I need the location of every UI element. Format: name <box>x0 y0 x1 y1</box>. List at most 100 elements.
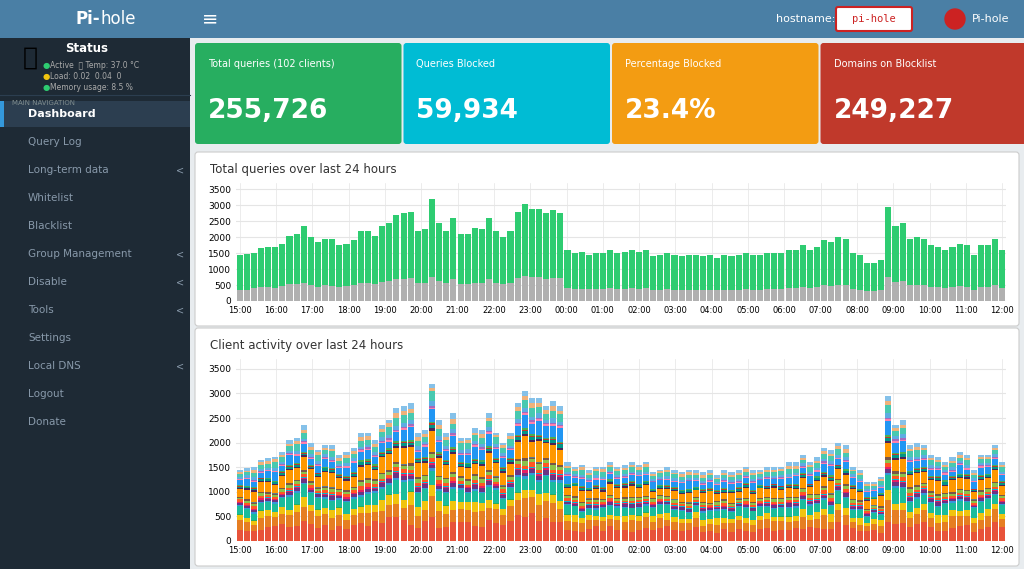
Bar <box>486 487 493 500</box>
Bar <box>928 287 934 301</box>
Bar <box>272 502 279 504</box>
Bar <box>486 485 493 487</box>
Bar <box>571 485 578 486</box>
Bar <box>721 290 727 301</box>
Bar <box>721 509 727 510</box>
Bar <box>771 472 777 476</box>
Bar <box>287 495 293 497</box>
Bar <box>807 496 813 498</box>
Bar <box>686 519 692 523</box>
Bar <box>650 530 656 541</box>
Bar <box>843 489 849 492</box>
Bar <box>992 467 998 468</box>
Text: 59,934: 59,934 <box>417 98 518 124</box>
Bar <box>643 505 649 513</box>
Bar <box>571 289 578 301</box>
Bar <box>949 496 955 498</box>
Bar <box>607 519 613 526</box>
Bar <box>821 451 827 455</box>
Bar <box>686 478 692 480</box>
Bar <box>928 513 934 518</box>
Text: MAIN NAVIGATION: MAIN NAVIGATION <box>12 100 75 106</box>
Bar <box>785 462 792 465</box>
Bar <box>451 522 457 541</box>
Bar <box>265 248 271 301</box>
Bar <box>735 481 741 482</box>
Bar <box>778 489 784 490</box>
Bar <box>357 506 364 513</box>
Bar <box>408 409 414 413</box>
Bar <box>379 442 385 443</box>
Bar <box>486 500 493 508</box>
Bar <box>429 408 435 410</box>
Bar <box>764 519 770 529</box>
Bar <box>528 424 535 434</box>
Bar <box>778 477 784 478</box>
Bar <box>272 493 279 495</box>
Bar <box>600 500 606 502</box>
Bar <box>742 478 749 483</box>
Bar <box>422 447 428 457</box>
Bar <box>579 479 585 486</box>
Bar <box>308 511 314 525</box>
Bar <box>408 469 414 473</box>
Bar <box>814 460 820 463</box>
Bar <box>372 467 378 469</box>
Bar <box>828 475 835 477</box>
Bar <box>757 480 763 485</box>
Bar <box>272 287 279 301</box>
Bar <box>708 490 713 492</box>
Bar <box>771 476 777 478</box>
Bar <box>778 487 784 489</box>
Bar <box>508 464 513 475</box>
Bar <box>386 505 392 517</box>
Bar <box>714 492 720 493</box>
Bar <box>429 410 435 422</box>
Bar <box>265 287 271 301</box>
Bar <box>900 438 905 439</box>
Bar <box>949 499 955 501</box>
Bar <box>814 247 820 301</box>
Bar <box>408 481 414 492</box>
Bar <box>479 434 485 438</box>
Bar <box>935 468 941 469</box>
Bar <box>956 499 963 501</box>
Bar <box>665 480 671 485</box>
Text: ●: ● <box>43 83 50 92</box>
Bar <box>643 502 649 505</box>
Bar <box>971 478 977 481</box>
Bar <box>400 448 407 464</box>
Bar <box>665 470 671 472</box>
Bar <box>408 473 414 474</box>
Bar <box>237 502 243 503</box>
Bar <box>714 258 720 301</box>
Bar <box>785 484 792 485</box>
Bar <box>550 406 556 411</box>
Bar <box>315 287 321 301</box>
Bar <box>294 488 300 491</box>
Bar <box>393 443 399 444</box>
Text: Client activity over last 24 hours: Client activity over last 24 hours <box>210 339 403 352</box>
Bar <box>693 502 699 503</box>
Bar <box>528 277 535 301</box>
Bar <box>864 482 870 484</box>
Bar <box>622 530 628 541</box>
Bar <box>315 528 321 541</box>
Bar <box>515 278 520 301</box>
Bar <box>793 516 799 521</box>
Bar <box>800 468 806 473</box>
Bar <box>350 241 356 301</box>
Bar <box>886 457 891 460</box>
Bar <box>665 497 671 499</box>
Bar <box>714 518 720 525</box>
Bar <box>336 474 342 475</box>
Bar <box>942 250 948 301</box>
Bar <box>935 501 941 502</box>
Bar <box>280 462 286 464</box>
Bar <box>557 471 563 474</box>
Bar <box>372 480 378 481</box>
Bar <box>521 431 527 434</box>
Bar <box>571 471 578 475</box>
Bar <box>614 487 621 488</box>
Bar <box>343 529 349 541</box>
